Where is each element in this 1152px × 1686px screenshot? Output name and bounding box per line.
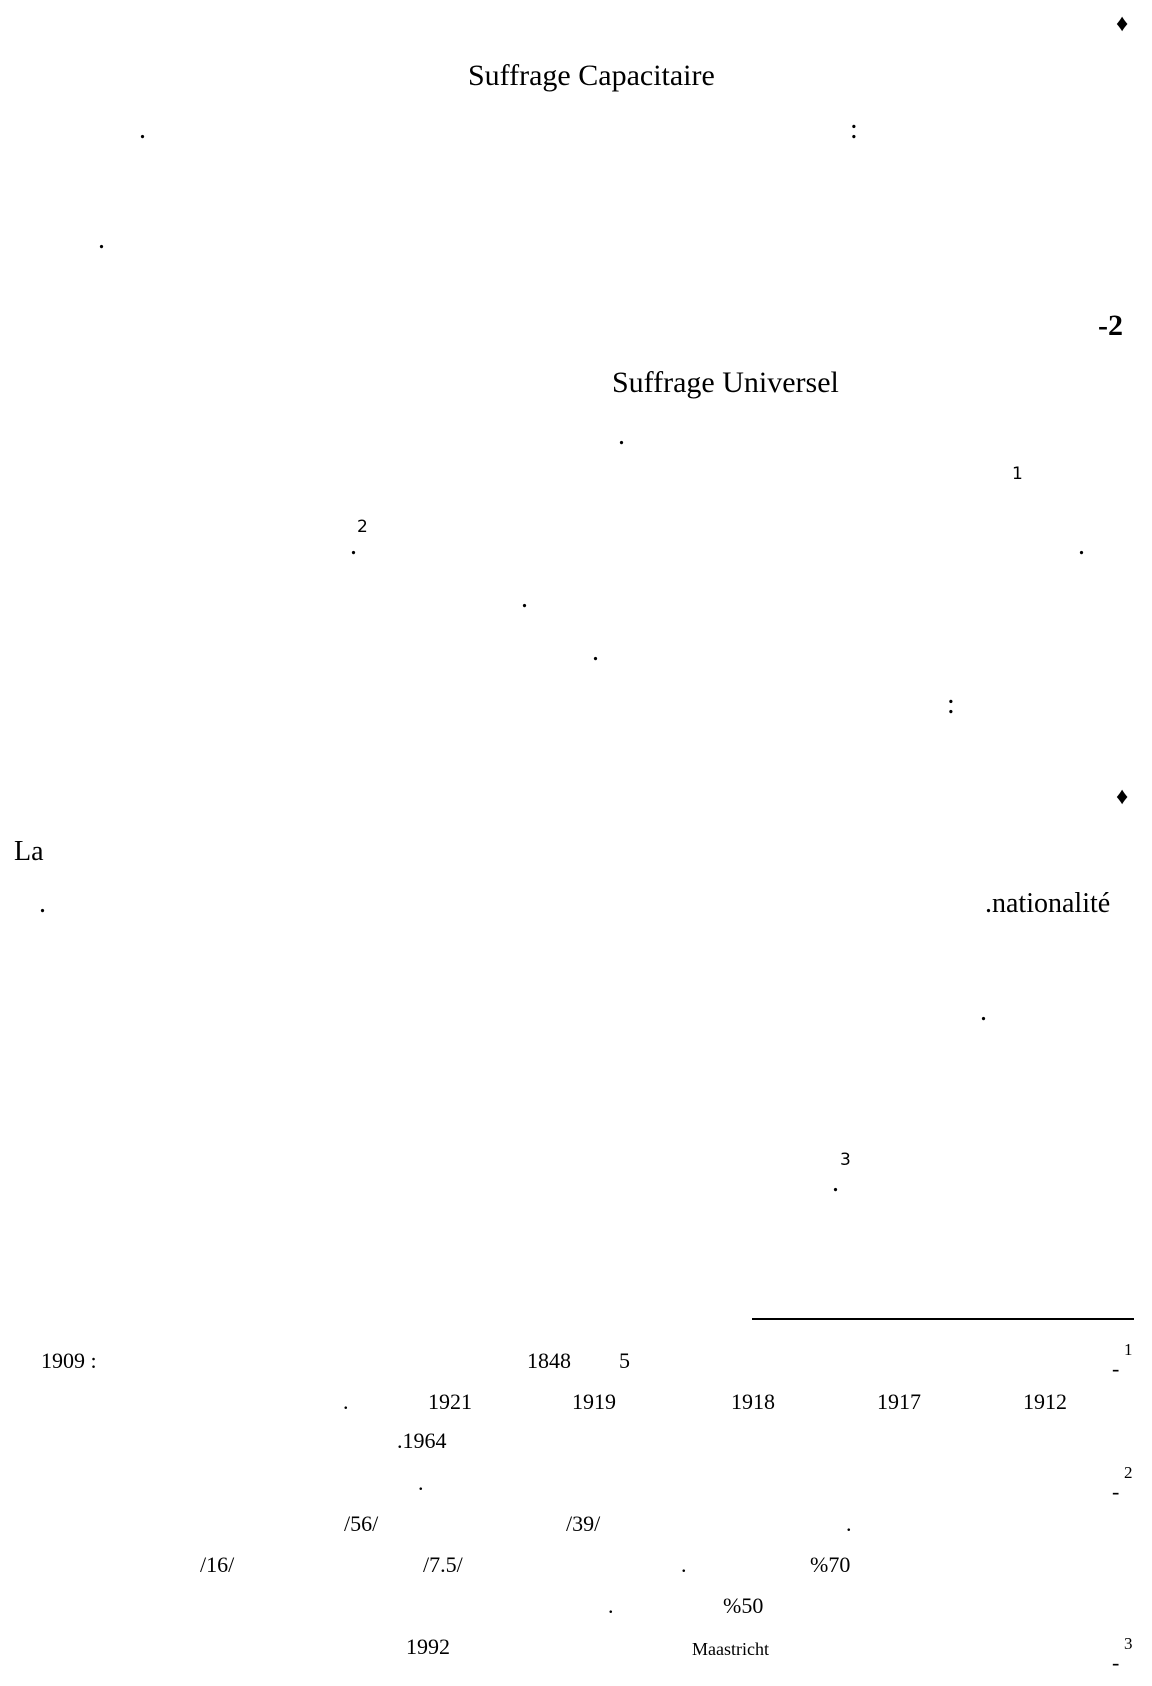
footnote-text: 1912 (1023, 1389, 1067, 1414)
heading-suffrage-universel: Suffrage Universel (612, 366, 839, 399)
footnote-marker: - (1112, 1356, 1120, 1381)
footnote-text: 1919 (572, 1389, 616, 1414)
footnote-number: 3 (1124, 1634, 1133, 1653)
footnote-reference: 2 (357, 517, 368, 537)
footnote-text: %70 (810, 1552, 851, 1577)
period-mark: . (521, 583, 528, 614)
colon-mark: : (850, 114, 858, 145)
footnote-text: 1921 (428, 1389, 472, 1414)
footnote-text: /16/ (200, 1552, 235, 1577)
footnote-marker: - (1112, 1479, 1120, 1504)
footnote-text: . (418, 1470, 424, 1495)
footnote-text: %50 (723, 1593, 764, 1618)
period-mark: . (832, 1167, 839, 1198)
text-la: La (14, 836, 44, 867)
footnote-text: . (846, 1511, 852, 1536)
section-number: -2 (1098, 309, 1123, 342)
period-mark: . (350, 530, 357, 561)
footnote-text: 5 (619, 1348, 630, 1373)
footnote-text: 1992 (406, 1634, 450, 1659)
period-mark: . (980, 996, 987, 1027)
footnote-text: 1909 : (41, 1348, 97, 1373)
footnote-text: . (343, 1389, 349, 1414)
period-mark: . (618, 420, 625, 451)
footnote-text: Maastricht (692, 1639, 769, 1659)
bullet-diamond-icon: ♦ (1116, 11, 1129, 37)
footnote-text: /56/ (344, 1511, 379, 1536)
colon-mark: : (947, 689, 955, 720)
footnote-text: . (608, 1593, 614, 1618)
footnote-text: .1964 (397, 1428, 447, 1453)
footnote-text: . (681, 1552, 687, 1577)
heading-suffrage-capacitaire: Suffrage Capacitaire (468, 59, 715, 92)
footnote-text: /39/ (566, 1511, 601, 1536)
footnote-number: 1 (1124, 1340, 1133, 1359)
period-mark: . (139, 114, 146, 145)
footnote-reference: 1 (1012, 464, 1023, 484)
footnote-text: /7.5/ (423, 1552, 463, 1577)
period-mark: . (98, 224, 105, 255)
bullet-diamond-icon: ♦ (1116, 784, 1129, 810)
footnote-text: 1918 (731, 1389, 775, 1414)
footnote-number: 2 (1124, 1463, 1133, 1482)
footnote-marker: - (1112, 1650, 1120, 1675)
footnote-reference: 3 (840, 1150, 851, 1170)
period-mark: . (39, 888, 46, 919)
footnote-text: 1917 (877, 1389, 921, 1414)
period-mark: . (592, 636, 599, 667)
footnote-text: 1848 (527, 1348, 571, 1373)
period-mark: . (1078, 530, 1085, 561)
text-nationalite: .nationalité (985, 888, 1111, 919)
footnote-separator (752, 1318, 1134, 1320)
